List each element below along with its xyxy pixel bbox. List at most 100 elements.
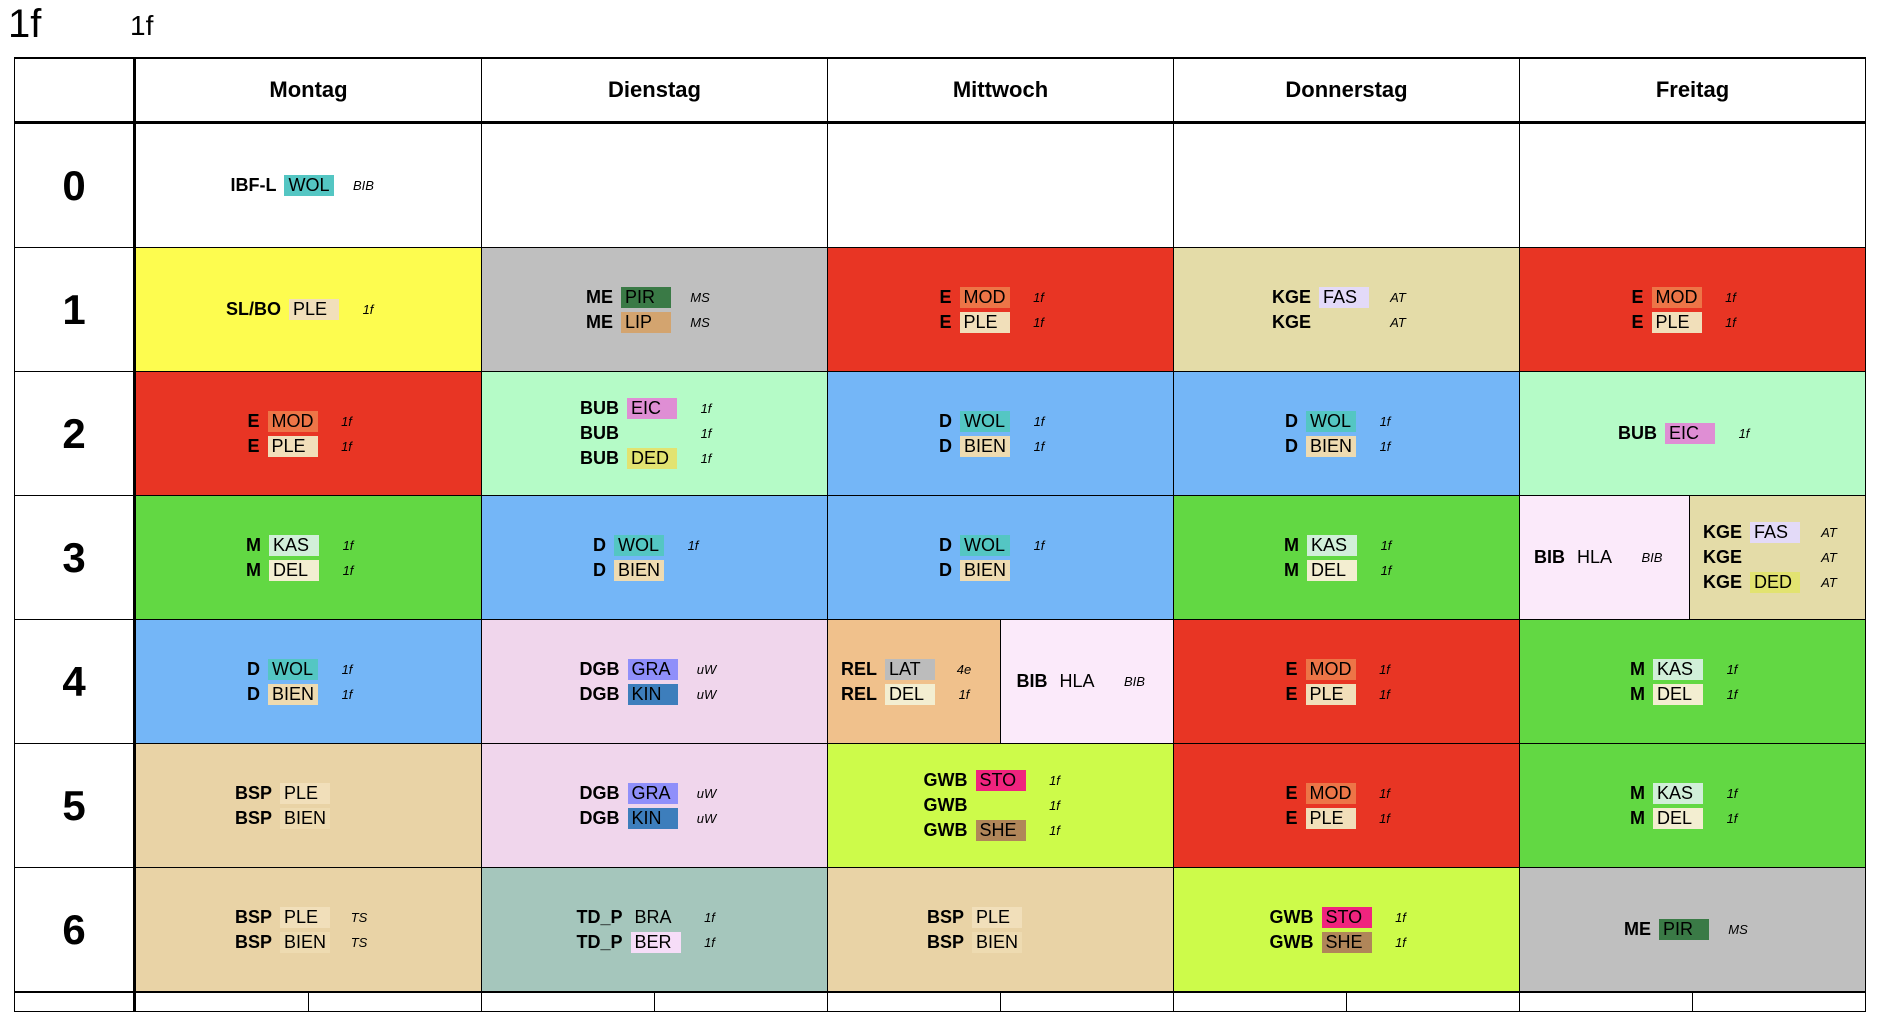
timetable-cell[interactable]: D WOL 1f D BIEN 1f: [828, 372, 1174, 496]
lesson-line: REL DEL 1f: [841, 682, 987, 707]
day-header: Montag: [136, 57, 482, 124]
timetable-cell[interactable]: BUB EIC 1f: [1520, 372, 1866, 496]
lesson-line: E PLE 1f: [1285, 682, 1407, 707]
room-code: AT: [1821, 550, 1837, 565]
lesson-line: GWB STO 1f: [924, 768, 1078, 793]
lesson-line: D WOL 1f: [939, 533, 1062, 558]
next-row-cell: [136, 992, 309, 1012]
subject-code: E: [1631, 286, 1644, 307]
subject-code: BUB: [580, 398, 619, 418]
subject-code: KGE: [1702, 522, 1742, 542]
teacher-code: DEL: [1307, 559, 1357, 581]
lesson-line: D BIEN 1f: [939, 434, 1062, 459]
lesson-line: E MOD 1f: [939, 285, 1061, 310]
timetable-cell[interactable]: REL LAT 4e REL DEL 1f: [828, 620, 1001, 744]
teacher-code: BIEN: [280, 931, 331, 953]
teacher-code: BER: [630, 931, 681, 953]
subject-code: BSP: [926, 931, 964, 952]
timetable-cell[interactable]: D WOL 1f D BIEN: [828, 496, 1174, 620]
timetable-cell[interactable]: DGB GRA uW DGB KIN uW: [482, 620, 828, 744]
subject-code: BSP: [234, 807, 272, 828]
lesson-line: M KAS 1f: [1630, 781, 1755, 806]
subject-code: GWB: [923, 770, 968, 790]
timetable-cell[interactable]: GWB STO 1f GWB 1f GWB SHE 1f: [828, 744, 1174, 868]
subject-code: BUB: [580, 448, 619, 468]
timetable-cell[interactable]: SL/BO PLE 1f: [136, 248, 482, 372]
timetable-cell[interactable]: BSP PLE TS BSP BIEN TS: [136, 868, 482, 992]
timetable-cell[interactable]: D WOL 1f D BIEN 1f: [136, 620, 482, 744]
timetable-cell[interactable]: BIB HLA BIB: [1001, 620, 1174, 744]
teacher-code: PLE: [280, 782, 330, 804]
timetable-cell[interactable]: TD_P BRA 1f TD_P BER 1f: [482, 868, 828, 992]
timetable-cell[interactable]: M KAS 1f M DEL 1f: [1520, 744, 1866, 868]
teacher-code: DEL: [1653, 807, 1703, 829]
timetable-cell[interactable]: D WOL 1f D BIEN: [482, 496, 828, 620]
timetable-cell[interactable]: DGB GRA uW DGB KIN uW: [482, 744, 828, 868]
subject-code: E: [247, 410, 260, 431]
timetable-cell[interactable]: BUB EIC 1f BUB 1f BUB DED 1f: [482, 372, 828, 496]
lesson-line: M DEL 1f: [246, 558, 371, 583]
timetable-cell[interactable]: E MOD 1f E PLE 1f: [1520, 248, 1866, 372]
room-code: 1f: [1033, 438, 1045, 454]
teacher-code: PLE: [289, 299, 339, 320]
timetable-cell[interactable]: ME PIR MS ME LIP MS: [482, 248, 828, 372]
timetable-cell[interactable]: KGE FAS AT KGE AT: [1174, 248, 1520, 372]
room-code: BIB: [353, 178, 374, 193]
teacher-code: WOL: [614, 534, 664, 556]
teacher-code: BIEN: [280, 807, 331, 829]
teacher-code: BIEN: [959, 559, 1010, 581]
timetable-cell[interactable]: D WOL 1f D BIEN 1f: [1174, 372, 1520, 496]
lesson-line: GWB SHE 1f: [1270, 930, 1424, 955]
timetable-cell[interactable]: M KAS 1f M DEL 1f: [1174, 496, 1520, 620]
lesson-line: E MOD 1f: [1285, 657, 1407, 682]
room-code: uW: [696, 785, 717, 801]
timetable-cell[interactable]: BIB HLA BIB: [1520, 496, 1690, 620]
lesson-line: D BIEN 1f: [1285, 434, 1408, 459]
timetable-cell[interactable]: E MOD 1f E PLE 1f: [1174, 744, 1520, 868]
room-code: 1f: [1738, 426, 1750, 441]
subject-code: ME: [1624, 919, 1651, 939]
lesson-line: DGB KIN uW: [580, 682, 730, 707]
subject-code: TD_P: [576, 931, 623, 952]
subject-code: KGE: [1702, 547, 1742, 567]
timetable-cell[interactable]: ME PIR MS: [1520, 868, 1866, 992]
teacher-code: HLA: [1059, 671, 1095, 691]
timetable-cell[interactable]: E MOD 1f E PLE 1f: [1174, 620, 1520, 744]
room-code: 1f: [342, 562, 354, 578]
timetable-cell[interactable]: BSP PLE BSP BIEN: [136, 744, 482, 868]
timetable-cell[interactable]: GWB STO 1f GWB SHE 1f: [1174, 868, 1520, 992]
teacher-code: WOL: [960, 534, 1010, 556]
subject-code: M: [1630, 683, 1645, 704]
room-code: 1f: [1379, 686, 1390, 702]
room-code: 1f: [342, 537, 354, 553]
timetable-cell[interactable]: E MOD 1f E PLE 1f: [136, 372, 482, 496]
empty-cell: [1174, 124, 1520, 248]
lesson-line: E PLE 1f: [1631, 310, 1753, 335]
timetable-cell[interactable]: BSP PLE BSP BIEN: [828, 868, 1174, 992]
subject-code: BSP: [234, 906, 272, 927]
subject-code: D: [939, 410, 952, 431]
room-code: 1f: [687, 537, 699, 553]
timetable-cell[interactable]: M KAS 1f M DEL 1f: [1520, 620, 1866, 744]
lesson-line: D WOL 1f: [247, 657, 370, 682]
lesson-line: E MOD 1f: [247, 409, 369, 434]
room-code: 1f: [1033, 537, 1045, 553]
timetable-cell[interactable]: E MOD 1f E PLE 1f: [828, 248, 1174, 372]
period-label: 6: [14, 868, 136, 992]
timetable-cell[interactable]: M KAS 1f M DEL 1f: [136, 496, 482, 620]
period-label: 5: [14, 744, 136, 868]
subject-code: BUB: [1618, 423, 1657, 443]
teacher-code: KAS: [269, 534, 319, 556]
lesson-line: GWB SHE 1f: [924, 818, 1078, 843]
subject-code: D: [592, 559, 606, 580]
timetable-cell[interactable]: IBF-L WOL BIB: [136, 124, 482, 248]
room-code: 1f: [1049, 798, 1060, 813]
teacher-code: BRA: [634, 906, 672, 927]
empty-cell: [482, 124, 828, 248]
teacher-code: PIR: [621, 286, 671, 308]
teacher-code: KAS: [1653, 658, 1703, 680]
lesson-line: M DEL 1f: [1284, 558, 1409, 583]
room-code: AT: [1390, 289, 1406, 305]
timetable-cell[interactable]: KGE FAS AT KGE AT KGE DED AT: [1690, 496, 1866, 620]
room-code: 1f: [1725, 314, 1736, 330]
